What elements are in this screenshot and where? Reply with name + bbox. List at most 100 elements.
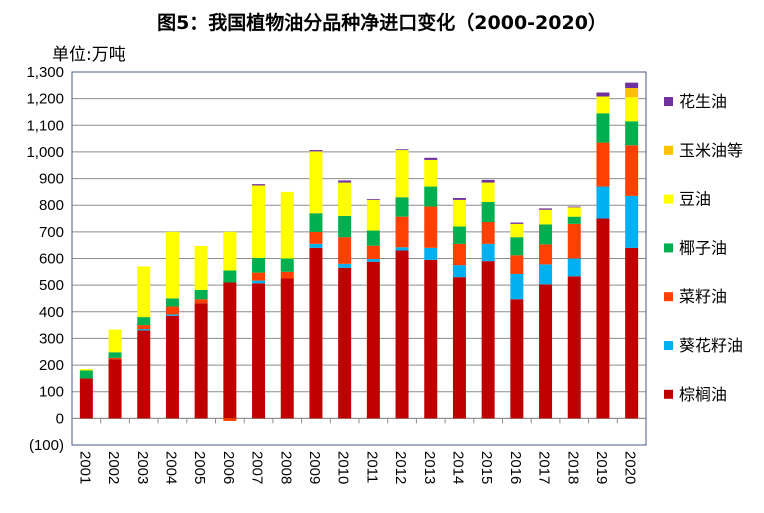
- y-tick-label: 200: [39, 357, 64, 374]
- bar-segment-2014-4: [452, 199, 466, 227]
- bar-segment-2012-4: [395, 150, 409, 198]
- x-tick-label: 2014: [449, 451, 466, 484]
- y-axis-label: 单位:万吨: [52, 45, 126, 65]
- bar-segment-2008-0: [280, 278, 294, 419]
- bar-segment-2013-0: [424, 259, 438, 419]
- legend-label: 花生油: [679, 92, 727, 111]
- bar-segment-2001-4: [79, 369, 93, 371]
- legend-label: 菜籽油: [679, 287, 727, 306]
- x-tick-label: 2008: [277, 451, 294, 484]
- x-tick-label: 2019: [593, 451, 610, 484]
- bar-segment-2015-2: [481, 221, 495, 244]
- bar-segment-2018-2: [567, 223, 581, 259]
- bar-segment-2014-2: [452, 243, 466, 266]
- bar-segment-2016-2: [510, 255, 524, 274]
- bar-segment-2010-2: [338, 237, 352, 264]
- bar-segment-2011-6: [366, 199, 380, 200]
- bar-segment-2010-6: [338, 180, 352, 183]
- bar-segment-2013-3: [424, 186, 438, 207]
- bar-segment-2007-4: [252, 185, 266, 258]
- legend-swatch: [664, 194, 673, 204]
- y-tick-label: 600: [39, 251, 64, 268]
- bar-segment-2014-6: [452, 198, 466, 200]
- bar-segment-2019-1: [596, 186, 610, 219]
- bar-segment-2008-4: [280, 191, 294, 259]
- bar-segment-2017-4: [539, 209, 553, 225]
- legend-label: 椰子油: [679, 238, 727, 257]
- bar-segment-2010-0: [338, 267, 352, 419]
- bar-segment-2016-3: [510, 237, 524, 256]
- bar-segment-2017-2: [539, 244, 553, 265]
- bar-segment-2018-6: [567, 206, 581, 208]
- y-tick-label: 800: [39, 197, 64, 214]
- bar-segment-2005-4: [194, 245, 208, 290]
- y-tick-label: (100): [29, 437, 64, 454]
- y-tick-label: 500: [39, 277, 64, 294]
- bar-segment-2013-1: [424, 247, 438, 260]
- bar-segment-2019-3: [596, 113, 610, 143]
- bar-segment-2009-2: [309, 231, 323, 244]
- bar-segment-2020-0: [625, 247, 639, 419]
- bar-segment-2020-4: [625, 97, 639, 122]
- y-tick-label: 1,200: [26, 91, 64, 108]
- bar-segment-2013-4: [424, 159, 438, 187]
- bar-segment-2009-3: [309, 213, 323, 232]
- bar-segment-2012-0: [395, 250, 409, 419]
- bar-segment-2019-4: [596, 96, 610, 114]
- bar-segment-2003-2: [137, 325, 151, 330]
- bar-segment-2019-0: [596, 218, 610, 419]
- bar-segment-2003-4: [137, 266, 151, 318]
- bar-segment-2016-0: [510, 299, 524, 419]
- bar-segment-2011-4: [366, 199, 380, 231]
- bar-segment-2017-0: [539, 284, 553, 419]
- legend-label: 玉米油等: [679, 141, 743, 160]
- bar-segment-2017-3: [539, 224, 553, 245]
- bar-segment-2012-3: [395, 197, 409, 217]
- y-tick-label: 1,000: [26, 144, 64, 161]
- bar-segment-2005-2: [194, 299, 208, 304]
- bar-segment-2018-4: [567, 207, 581, 217]
- bar-segment-2013-2: [424, 206, 438, 248]
- bar-segment-2011-2: [366, 245, 380, 260]
- x-tick-label: 2011: [363, 451, 380, 483]
- bar-segment-2020-5: [625, 87, 639, 98]
- x-tick-label: 2012: [392, 451, 409, 484]
- bar-segment-2006-3: [223, 270, 237, 283]
- bar-segment-2008-3: [280, 258, 294, 272]
- x-tick-label: 2007: [249, 451, 266, 484]
- bar-segment-2001-0: [79, 378, 93, 419]
- x-tick-label: 2003: [134, 451, 151, 484]
- bar-segment-2009-4: [309, 151, 323, 214]
- bar-segment-2014-1: [452, 265, 466, 278]
- bar-segment-2020-1: [625, 195, 639, 248]
- x-tick-label: 2016: [507, 451, 524, 484]
- bar-segment-2008-2: [280, 271, 294, 279]
- bar-segment-2003-1: [137, 329, 151, 331]
- bar-segment-2004-2: [165, 306, 179, 315]
- x-tick-label: 2002: [105, 451, 122, 484]
- bar-segment-2007-2: [252, 272, 266, 281]
- bar-segment-2006-2: [223, 418, 237, 422]
- bar-segment-2011-3: [366, 230, 380, 246]
- bar-segment-2005-3: [194, 289, 208, 300]
- bar-segment-2010-1: [338, 263, 352, 268]
- bar-segment-2019-2: [596, 142, 610, 187]
- bar-segment-2014-0: [452, 277, 466, 419]
- bar-segment-2016-4: [510, 223, 524, 238]
- x-tick-label: 2018: [564, 451, 581, 484]
- bar-segment-2007-1: [252, 280, 266, 284]
- legend-label: 葵花籽油: [679, 336, 743, 355]
- legend-swatch: [664, 341, 673, 350]
- bar-segment-2002-3: [108, 352, 122, 358]
- bar-segment-2009-1: [309, 243, 323, 248]
- x-tick-label: 2004: [162, 451, 179, 484]
- legend-label: 豆油: [679, 190, 711, 209]
- y-tick-label: 100: [39, 384, 64, 401]
- bar-segment-2006-0: [223, 282, 237, 419]
- x-tick-label: 2009: [306, 451, 323, 484]
- bar-segment-2011-1: [366, 259, 380, 262]
- legend-label: 棕榈油: [679, 385, 727, 404]
- bar-segment-2015-6: [481, 179, 495, 183]
- legend-swatch: [664, 97, 673, 106]
- y-tick-label: 400: [39, 304, 64, 321]
